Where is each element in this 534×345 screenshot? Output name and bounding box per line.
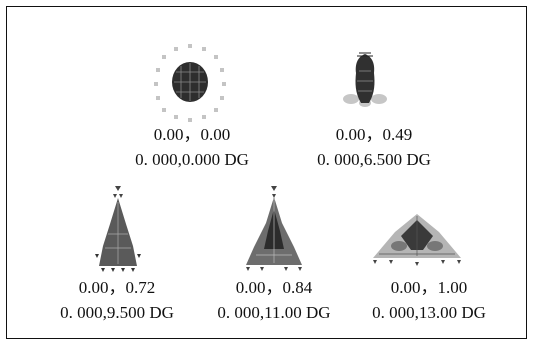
coord-label-2: 0. 000,6.500 DG — [317, 150, 431, 169]
field-label-1: 0.00，0.00 — [153, 125, 231, 144]
spot-diagram-3 — [95, 186, 141, 272]
figure-frame: 0.00，0.00 0. 000,0.000 DG 0.00，0.49 0. 0… — [6, 6, 527, 339]
coord-label-1: 0. 000,0.000 DG — [135, 150, 249, 169]
field-label-3: 0.00，0.72 — [78, 278, 156, 297]
coord-label-5: 0. 000,13.00 DG — [372, 303, 486, 322]
field-label-4: 0.00，0.84 — [235, 278, 313, 297]
spot-diagram-1 — [154, 44, 226, 122]
spot-diagram-5 — [373, 214, 461, 266]
spot-diagram-4 — [246, 186, 302, 271]
coord-label-4: 0. 000,11.00 DG — [217, 303, 331, 322]
field-label-2: 0.00，0.49 — [335, 125, 413, 144]
coord-label-3: 0. 000,9.500 DG — [60, 303, 174, 322]
spot-diagram-2 — [343, 52, 387, 107]
field-label-5: 0.00，1.00 — [390, 278, 468, 297]
